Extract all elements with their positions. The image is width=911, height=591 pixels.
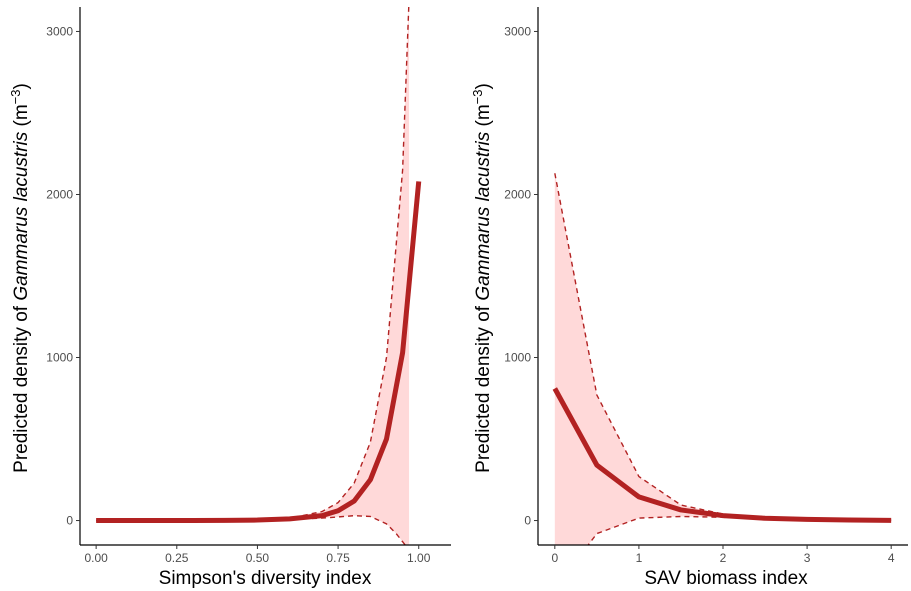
y-axis-title-prefix-sav: Predicted density of bbox=[473, 301, 494, 473]
axes-layer-simpson: 0 1000 2000 3000 0.00 0.25 0.50 0.75 1.00 bbox=[46, 7, 451, 565]
y-axis-title-unit-sav: (m bbox=[473, 104, 494, 131]
x-tick-label: 1.00 bbox=[407, 551, 431, 565]
plot-area-sav bbox=[552, 173, 892, 545]
ci-ribbon bbox=[554, 173, 892, 545]
y-tick-label: 2000 bbox=[504, 187, 531, 201]
x-tick-label: 1 bbox=[636, 551, 643, 565]
x-tick-label: 4 bbox=[888, 551, 895, 565]
x-axis-title-simpson: Simpson's diversity index bbox=[159, 568, 372, 589]
y-axis-title-species-sav: Gammarus lacustris bbox=[473, 131, 494, 300]
y-tick-label: 3000 bbox=[504, 24, 531, 38]
y-axis-title-sav: Predicted density of Gammarus lacustris … bbox=[470, 83, 494, 473]
y-tick-label: 2000 bbox=[46, 187, 73, 201]
ci-upper-line bbox=[96, 7, 410, 522]
x-tick-label: 0.50 bbox=[246, 551, 270, 565]
fit-layer-simpson bbox=[96, 181, 422, 524]
y-tick-label: 1000 bbox=[46, 351, 73, 365]
y-axis-title-prefix-simpson: Predicted density of bbox=[11, 301, 32, 473]
y-axis-title-unit-close-simpson: ) bbox=[11, 83, 32, 89]
axes-layer-sav: 0 1000 2000 3000 0 1 2 3 4 bbox=[504, 7, 908, 565]
fit-line bbox=[552, 387, 892, 523]
x-tick-label: 2 bbox=[720, 551, 727, 565]
x-tick-label: 0 bbox=[551, 551, 558, 565]
y-tick-label: 1000 bbox=[504, 351, 531, 365]
plot-area-simpson bbox=[96, 7, 422, 545]
y-tick-label: 0 bbox=[524, 514, 531, 528]
ribbon-layer-simpson bbox=[96, 7, 410, 545]
x-tick-label: 3 bbox=[804, 551, 811, 565]
fit-layer-sav bbox=[552, 387, 892, 523]
y-axis-title-species-simpson: Gammarus lacustris bbox=[11, 131, 32, 300]
y-axis-title-unit-exponent-simpson: −3 bbox=[8, 89, 23, 104]
x-tick-label: 0.75 bbox=[326, 551, 350, 565]
x-axis-title-sav: SAV biomass index bbox=[644, 568, 808, 589]
fit-line bbox=[96, 181, 422, 524]
y-tick-label: 3000 bbox=[46, 24, 73, 38]
ribbon-layer-sav bbox=[554, 173, 892, 545]
y-tick-label: 0 bbox=[66, 514, 73, 528]
y-axis-title-unit-close-sav: ) bbox=[473, 83, 494, 89]
y-axis-title-unit-exponent-sav: −3 bbox=[470, 89, 485, 104]
ci-ribbon bbox=[96, 7, 410, 545]
x-tick-label: 0.25 bbox=[165, 551, 189, 565]
y-axis-title-unit-simpson: (m bbox=[11, 104, 32, 131]
x-tick-label: 0.00 bbox=[84, 551, 108, 565]
panel-simpson: 0 1000 2000 3000 0.00 0.25 0.50 0.75 1.00 Simpso… bbox=[8, 7, 451, 589]
panel-sav: 0 1000 2000 3000 0 1 2 3 4 SAV biomass index Pre… bbox=[470, 7, 908, 589]
y-axis-title-simpson: Predicted density of Gammarus lacustris … bbox=[8, 83, 32, 473]
